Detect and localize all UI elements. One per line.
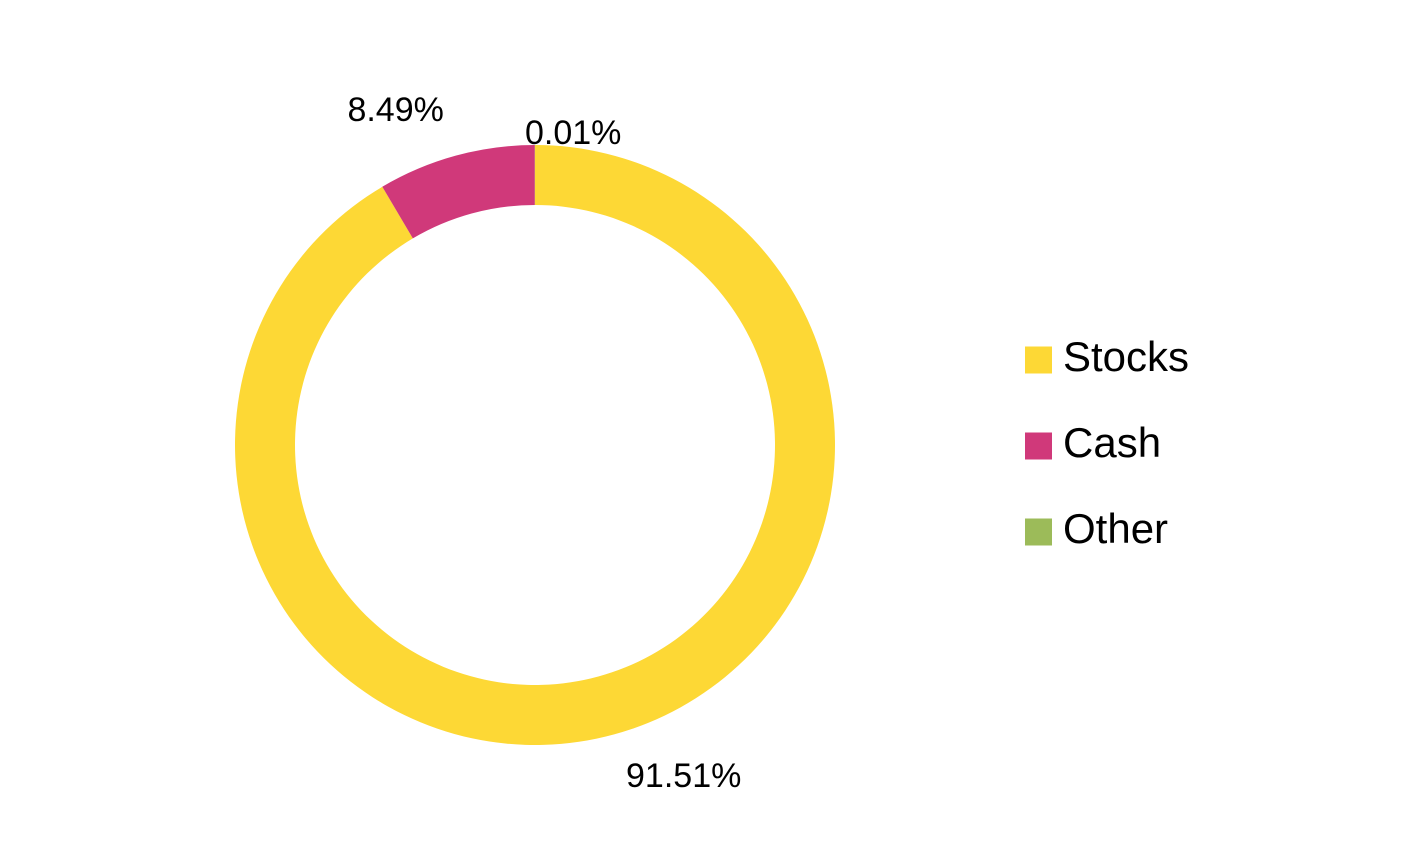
data-label-other: 0.01%: [525, 114, 621, 152]
data-label-stocks: 91.51%: [626, 757, 741, 795]
slice-stocks: [235, 145, 835, 745]
legend-swatch-stocks: [1025, 347, 1052, 374]
legend-label-cash: Cash: [1063, 419, 1161, 466]
legend: Stocks Cash Other: [1025, 333, 1189, 552]
legend-label-other: Other: [1063, 505, 1168, 552]
data-label-cash: 8.49%: [347, 91, 443, 129]
legend-swatch-cash: [1025, 433, 1052, 460]
legend-label-stocks: Stocks: [1063, 333, 1189, 380]
slices-group: [235, 145, 835, 745]
slice-cash: [382, 145, 535, 238]
legend-swatch-other: [1025, 519, 1052, 546]
